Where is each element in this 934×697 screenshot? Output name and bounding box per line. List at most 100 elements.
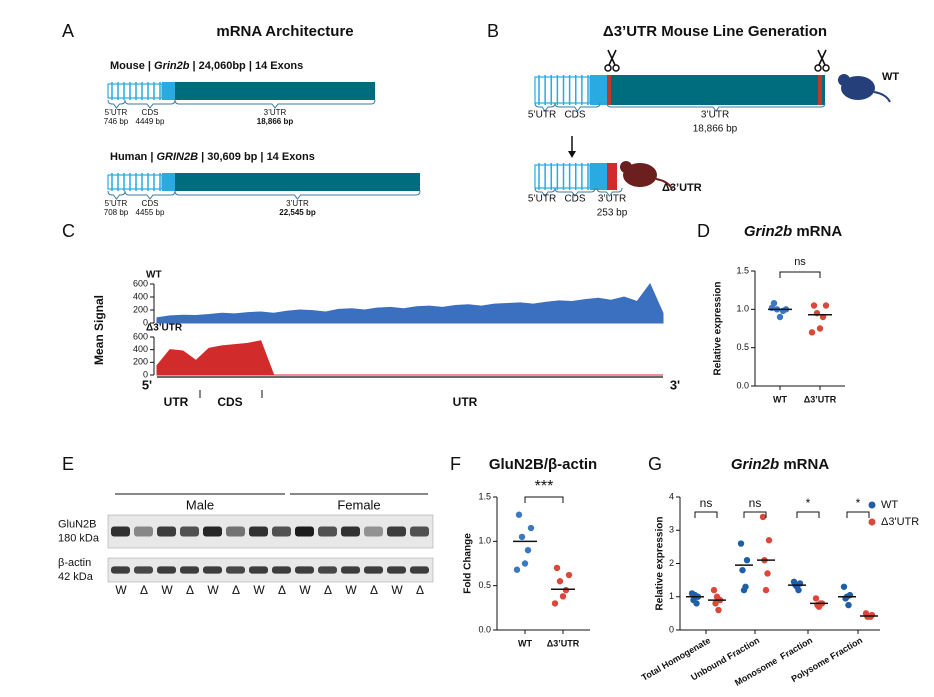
title-part: Grin2b [731, 456, 779, 473]
data-point [562, 586, 570, 594]
band [318, 526, 337, 537]
series-label: Δ3’UTR [146, 323, 183, 334]
data-point [743, 556, 751, 564]
lane-label: Δ [186, 583, 194, 597]
y-tick-label: 1.0 [736, 304, 749, 314]
scissors-icon [612, 64, 620, 72]
panel-letter: B [487, 21, 499, 41]
y-tick-label: 1.5 [736, 265, 749, 275]
segment-size: 4449 bp [136, 117, 165, 126]
blot-name: GluN2B [58, 518, 97, 530]
header-part: Grin2b [154, 60, 190, 72]
data-point [712, 600, 719, 607]
data-point [808, 329, 816, 336]
blot-name: β-actin [58, 557, 91, 569]
header-part: GRIN2B [156, 151, 198, 163]
data-point [710, 586, 718, 594]
title-part: GluN2B/β-actin [489, 456, 597, 473]
data-point [762, 586, 770, 594]
segment-size: 746 bp [104, 117, 129, 126]
data-point [521, 560, 529, 567]
band [180, 566, 199, 574]
segment-size: 4455 bp [136, 208, 165, 217]
legend-label: WT [881, 499, 898, 511]
data-point [815, 603, 823, 610]
mouse-icon [620, 161, 632, 173]
chart-title: Grin2b mRNA [744, 223, 843, 240]
segment-label: 5’UTR [105, 199, 128, 208]
lane-label: W [299, 583, 311, 597]
blot-size: 42 kDa [58, 571, 94, 583]
band [295, 526, 314, 537]
scissors-icon [607, 49, 617, 66]
blot [107, 514, 434, 549]
cds [162, 82, 175, 100]
band [272, 526, 291, 537]
band [272, 566, 291, 574]
band [157, 526, 176, 537]
significance-bracket [524, 496, 564, 503]
bracket [124, 99, 176, 109]
scissors-icon [604, 64, 612, 72]
data-point [556, 578, 564, 585]
segment-size: 18,866 bp [693, 124, 738, 135]
data-point [565, 571, 573, 579]
lane-label: Δ [140, 583, 148, 597]
y-tick-label: 1.0 [478, 536, 491, 546]
data-point [515, 511, 523, 518]
data-point [816, 325, 824, 332]
utr3 [175, 173, 420, 191]
blot [107, 557, 434, 583]
legend-label: Δ3'UTR [881, 516, 919, 528]
data-point [553, 564, 561, 572]
data-point [810, 302, 818, 309]
data-point [551, 600, 559, 607]
significance-bracket [694, 511, 718, 518]
significance-bracket [743, 511, 767, 518]
data-point [518, 533, 526, 541]
band [387, 566, 406, 574]
lane-label: W [253, 583, 265, 597]
segment-label: 5’UTR [105, 108, 128, 117]
bracket [174, 99, 376, 109]
band [410, 526, 429, 537]
lane-label: Δ [232, 583, 240, 597]
data-point [759, 513, 767, 521]
lane-label: W [391, 583, 403, 597]
header-part: | 30,609 bp | 14 Exons [198, 151, 315, 163]
gene-header: Human | GRIN2B | 30,609 bp | 14 Exons [110, 151, 315, 163]
utr3-short [607, 163, 617, 190]
bracket [606, 102, 826, 112]
data-point [845, 601, 852, 609]
panel-letter: A [62, 21, 74, 41]
y-tick-label: 0.5 [736, 342, 749, 352]
data-point [737, 540, 745, 547]
segment-label: CDS [142, 108, 159, 117]
y-axis-title: Mean Signal [92, 295, 106, 365]
segment-label: 5’UTR [528, 194, 556, 205]
y-axis-title: Relative expression [655, 517, 666, 611]
x-tick-label: WT [773, 394, 787, 404]
y-axis-title: Relative expression [713, 282, 724, 376]
y-tick-label: 1.5 [478, 491, 491, 501]
y-tick-label: 4 [669, 491, 674, 501]
scissors-icon [822, 64, 830, 72]
band [249, 566, 268, 574]
gene-header: Mouse | Grin2b | 24,060bp | 14 Exons [110, 60, 303, 72]
header-part: Mouse | [110, 60, 154, 72]
data-point [740, 586, 748, 594]
mouse-icon [873, 91, 891, 103]
chart-title: Grin2b mRNA [731, 456, 830, 473]
band [318, 566, 337, 574]
bracket [534, 187, 556, 197]
panel-letter: C [62, 221, 75, 241]
lane-label: W [345, 583, 357, 597]
loxp [818, 75, 822, 105]
y-tick-label: 0 [143, 369, 148, 379]
segment-label: 3’UTR [264, 108, 287, 117]
significance-label: *** [535, 478, 554, 495]
lane-label: Δ [324, 583, 332, 597]
x-tick-label: Δ3’UTR [547, 638, 580, 648]
segment-size: 22,545 bp [279, 208, 316, 217]
panel-letter: G [648, 454, 662, 474]
